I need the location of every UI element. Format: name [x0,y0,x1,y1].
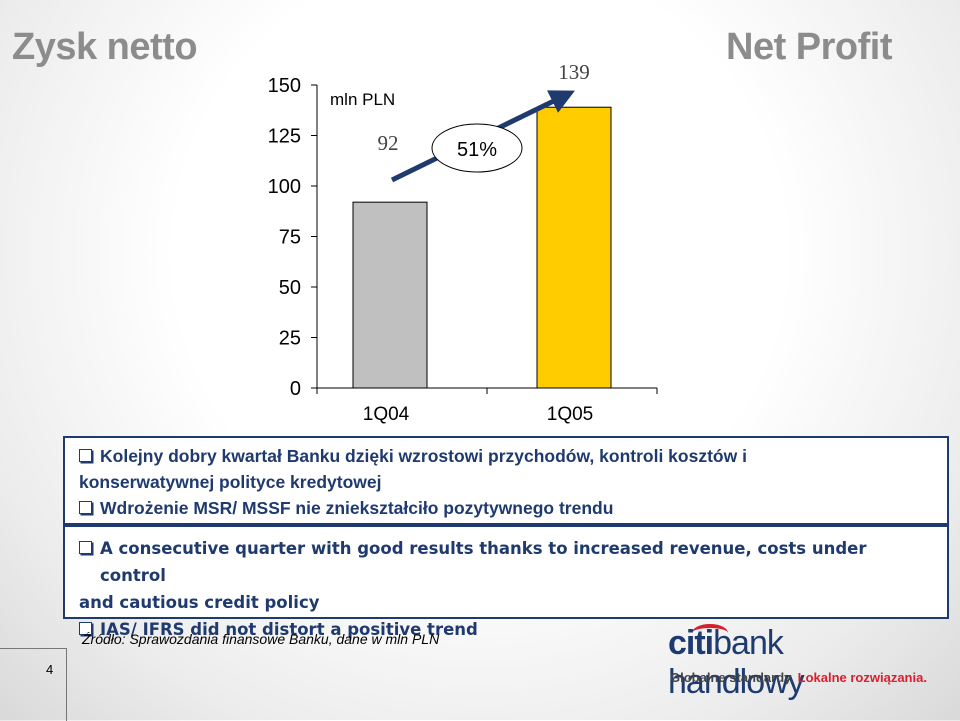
bars [352,106,612,389]
bullet-en-1-cont: and cautious credit policy [79,593,320,612]
y-tick-label: 150 [268,75,301,97]
bullet-pl-2: Wdrożenie MSR/ MSSF nie zniekształciło p… [79,495,937,521]
bullet-pl-1-text: Kolejny dobry kwartał Banku dzięki wzros… [100,446,747,466]
bullet-en-1-text: A consecutive quarter with good results … [100,539,867,585]
bullet-en-2-text: IAS/ IFRS did not distort a positive tre… [100,620,478,639]
source-note: Źródło: Sprawozdania finansowe Banku, da… [82,631,440,647]
logo-tagline-part1: Globalne standardy. [670,670,795,685]
y-axis: 0 25 50 75 100 125 150 [268,75,658,400]
checkbox-bullet-icon [79,622,92,635]
x-tick-label: 1Q04 [363,404,410,425]
bullets-english-box: A consecutive quarter with good results … [63,524,949,639]
bullet-pl-2-text: Wdrożenie MSR/ MSSF nie zniekształciło p… [100,498,614,518]
bar-1Q05 [536,106,612,389]
bar-1Q04 [352,201,428,389]
logo-brand-part2: bank handlowy [668,624,805,701]
data-label: 92 [378,131,399,155]
y-tick-label: 50 [279,277,301,299]
data-labels: 1Q04 92 1Q05 139 [363,60,593,425]
growth-bubble [431,123,523,173]
net-profit-bar-chart: 0 25 50 75 100 125 150 1Q04 92 1Q05 139 mln PLN 5… [268,60,658,425]
bullet-en-2: IAS/ IFRS did not distort a positive tre… [79,616,937,643]
slide-title-polish: Zysk netto [12,26,198,68]
bullet-pl-1: Kolejny dobry kwartał Banku dzięki wzros… [79,443,937,469]
logo-tagline: Globalne standardy. Lokalne rozwiązania. [670,670,927,685]
checkbox-bullet-icon [79,501,92,514]
y-tick-label: 75 [279,227,301,249]
logo-brand-part1: citi [668,624,714,662]
x-tick-label: 1Q05 [547,404,593,425]
bullet-pl-1-cont: konserwatywnej polityce kredytowej [79,472,382,492]
bullet-en-1: A consecutive quarter with good results … [79,535,937,589]
data-label: 139 [558,60,590,84]
logo-tagline-part2: Lokalne rozwiązania. [797,670,927,685]
slide-title-english: Net Profit [726,26,893,68]
checkbox-bullet-icon [79,449,92,462]
logo-arc-icon [692,624,728,642]
logo-wordmark: citibank handlowy [668,624,918,702]
y-tick-label: 100 [268,176,301,198]
checkbox-bullet-icon [79,541,92,554]
page-number-frame [0,648,67,721]
bullets-polish-box: Kolejny dobry kwartał Banku dzięki wzros… [63,436,949,525]
page-number: 4 [46,662,54,677]
y-tick-label: 125 [268,126,301,148]
citibank-handlowy-logo: citibank handlowy Globalne standardy. Lo… [668,624,927,701]
unit-label: mln PLN [330,90,395,109]
y-tick-label: 0 [290,378,301,400]
growth-label: 51% [457,139,497,161]
y-tick-label: 25 [279,328,301,350]
